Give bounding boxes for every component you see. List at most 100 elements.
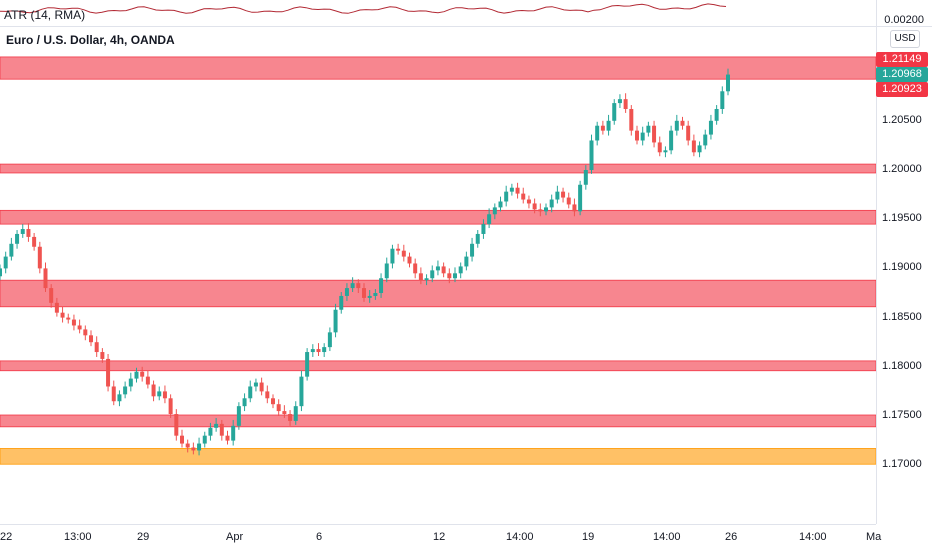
candle[interactable] [435, 260, 440, 276]
candle[interactable] [617, 94, 622, 109]
candle[interactable] [305, 348, 310, 381]
candle[interactable] [487, 208, 492, 229]
zone-2[interactable] [0, 209, 877, 225]
candle[interactable] [310, 344, 315, 357]
candle[interactable] [282, 405, 287, 418]
candle[interactable] [276, 399, 281, 416]
candle[interactable] [697, 141, 702, 158]
candle[interactable] [464, 251, 469, 271]
indicator-label[interactable]: ATR (14, RMA) [4, 8, 86, 22]
candle[interactable] [669, 125, 674, 155]
candle[interactable] [447, 268, 452, 284]
zone-0[interactable] [0, 56, 877, 80]
candle[interactable] [652, 120, 657, 148]
candle[interactable] [509, 183, 514, 196]
zone-5[interactable] [0, 414, 877, 428]
zone-6[interactable] [0, 448, 877, 465]
candle[interactable] [316, 343, 321, 356]
candle[interactable] [128, 372, 133, 392]
candle[interactable] [134, 367, 139, 383]
candle[interactable] [362, 283, 366, 302]
candle[interactable] [231, 419, 236, 446]
candle[interactable] [157, 386, 162, 401]
candle[interactable] [60, 306, 65, 323]
candle[interactable] [367, 290, 372, 303]
candle[interactable] [174, 409, 179, 441]
candle[interactable] [504, 185, 509, 207]
candle[interactable] [327, 327, 332, 352]
candle[interactable] [674, 114, 679, 136]
candle[interactable] [623, 93, 628, 113]
candle[interactable] [322, 343, 327, 357]
candle[interactable] [253, 378, 258, 392]
candle[interactable] [544, 203, 548, 216]
candle[interactable] [265, 385, 270, 404]
candle[interactable] [657, 136, 662, 157]
zone-1[interactable] [0, 163, 877, 174]
candle[interactable] [271, 394, 275, 409]
candle[interactable] [197, 437, 202, 456]
candle[interactable] [515, 182, 520, 199]
candle[interactable] [595, 121, 600, 146]
candle[interactable] [145, 370, 150, 389]
candle[interactable] [299, 370, 304, 412]
candle[interactable] [589, 134, 594, 174]
candle[interactable] [663, 146, 668, 158]
candle[interactable] [379, 273, 384, 298]
chart-title[interactable]: Euro / U.S. Dollar, 4h, OANDA [6, 33, 175, 47]
candle[interactable] [191, 442, 196, 455]
candle[interactable] [43, 262, 48, 293]
candle[interactable] [185, 439, 190, 453]
candle[interactable] [629, 105, 634, 136]
candle[interactable] [37, 241, 42, 274]
price-axis[interactable] [876, 0, 932, 524]
candle[interactable] [566, 192, 571, 209]
candle[interactable] [532, 198, 537, 214]
candle[interactable] [242, 393, 247, 412]
candle[interactable] [202, 431, 207, 448]
candle[interactable] [703, 129, 708, 150]
candle[interactable] [236, 402, 241, 430]
candle[interactable] [214, 417, 219, 432]
candle[interactable] [583, 165, 588, 190]
candle[interactable] [384, 257, 389, 283]
candle[interactable] [390, 244, 395, 269]
candle[interactable] [538, 203, 543, 217]
candle[interactable] [26, 223, 31, 242]
candle[interactable] [333, 303, 338, 338]
candle[interactable] [71, 314, 76, 331]
candle[interactable] [470, 237, 475, 262]
candle[interactable] [356, 279, 361, 293]
candle[interactable] [481, 219, 486, 239]
candle[interactable] [339, 292, 344, 314]
candle[interactable] [492, 203, 497, 220]
candle[interactable] [680, 116, 685, 130]
candle[interactable] [89, 330, 93, 347]
candle[interactable] [555, 185, 560, 204]
candle[interactable] [15, 230, 20, 249]
candle[interactable] [168, 394, 173, 418]
candle[interactable] [708, 114, 713, 140]
candle[interactable] [640, 126, 645, 146]
candle[interactable] [407, 252, 412, 268]
candle[interactable] [475, 230, 480, 248]
candle[interactable] [225, 430, 230, 445]
candle[interactable] [66, 313, 71, 324]
candle[interactable] [418, 267, 423, 285]
candle[interactable] [293, 401, 298, 425]
candle[interactable] [350, 277, 355, 293]
candle[interactable] [208, 422, 213, 441]
candle[interactable] [20, 224, 25, 238]
candle[interactable] [526, 195, 531, 209]
candle[interactable] [288, 410, 293, 426]
candle[interactable] [453, 267, 457, 283]
candle[interactable] [600, 120, 605, 135]
candle[interactable] [686, 120, 691, 146]
candle[interactable] [726, 68, 730, 96]
candle[interactable] [606, 114, 611, 136]
candle[interactable] [9, 237, 14, 261]
candle[interactable] [396, 243, 401, 255]
candle[interactable] [117, 390, 122, 407]
candle[interactable] [248, 380, 253, 403]
